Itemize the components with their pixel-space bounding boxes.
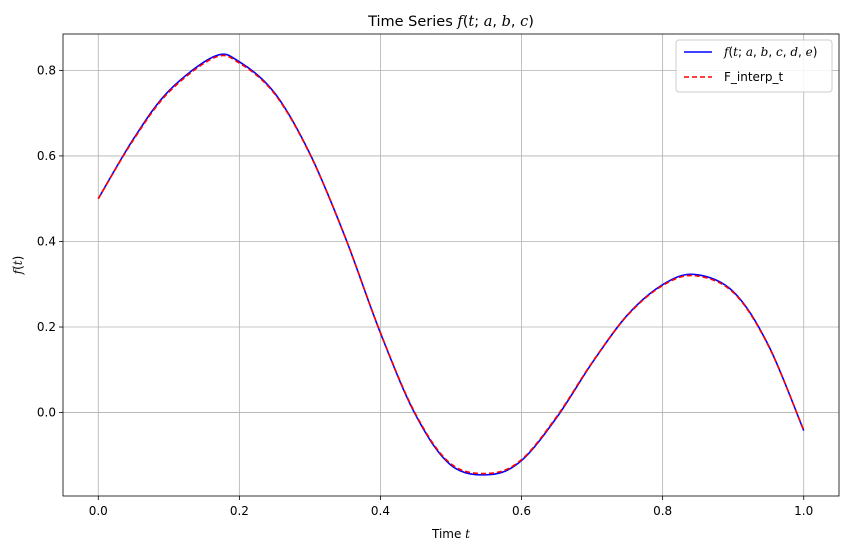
series-line-interp	[97, 54, 805, 475]
x-tick-label: 1.0	[794, 504, 813, 518]
x-tick-label: 0.0	[89, 504, 108, 518]
x-tick-label: 0.6	[512, 504, 531, 518]
series-layer	[97, 53, 805, 476]
y-tick-label: 0.4	[37, 234, 56, 248]
y-axis-label: f(t)	[11, 256, 25, 276]
y-tick-label: 0.2	[37, 320, 56, 334]
x-tick-label: 0.4	[371, 504, 390, 518]
x-tick-label: 0.2	[230, 504, 249, 518]
legend: f(t; a, b, c, d, e) F_interp_t	[675, 39, 833, 93]
grid-layer	[63, 34, 839, 496]
legend-box	[675, 39, 833, 93]
chart-title: Time Series f(t; a, b, c)	[367, 14, 534, 30]
x-axis-label: Time t	[431, 527, 470, 541]
tick-layer: 0.0 0.2 0.4 0.6 0.8 1.0 0.0 0.2 0.4 0.6 0.8	[37, 63, 813, 518]
legend-label-f: f(t; a, b, c, d, e)	[723, 45, 817, 59]
x-tick-label: 0.8	[653, 504, 672, 518]
legend-label-interp: F_interp_t	[724, 70, 783, 84]
y-tick-label: 0.6	[37, 149, 56, 163]
series-line-f	[97, 53, 805, 476]
plot-frame	[62, 33, 840, 497]
y-tick-label: 0.8	[37, 63, 56, 77]
y-tick-label: 0.0	[37, 406, 56, 420]
